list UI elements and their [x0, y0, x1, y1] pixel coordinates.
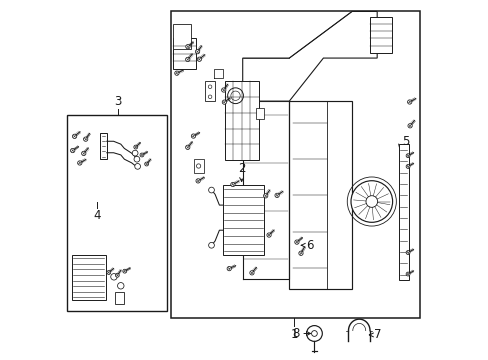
Circle shape [185, 45, 190, 49]
Circle shape [122, 269, 126, 273]
Text: 4: 4 [94, 210, 101, 222]
Circle shape [185, 57, 189, 62]
Circle shape [107, 271, 110, 274]
Bar [172, 39, 196, 69]
Circle shape [365, 196, 377, 207]
Circle shape [196, 179, 200, 183]
Circle shape [117, 283, 124, 289]
Circle shape [83, 137, 88, 141]
Text: 7: 7 [373, 328, 381, 341]
Bar [204, 81, 215, 101]
Circle shape [406, 251, 409, 255]
Bar [398, 144, 408, 280]
Text: 5: 5 [402, 135, 409, 148]
Circle shape [185, 145, 189, 149]
Text: 3: 3 [114, 95, 122, 108]
Circle shape [274, 193, 279, 198]
Circle shape [70, 148, 75, 153]
Circle shape [110, 274, 117, 280]
Bar [255, 108, 264, 119]
Circle shape [140, 153, 143, 157]
Circle shape [134, 145, 138, 149]
Bar [100, 134, 106, 159]
Bar [224, 81, 258, 160]
Circle shape [208, 187, 214, 193]
Circle shape [249, 271, 254, 275]
Bar [171, 12, 419, 318]
Circle shape [81, 151, 86, 156]
Circle shape [311, 330, 317, 336]
Circle shape [350, 181, 392, 222]
Text: 2: 2 [237, 162, 245, 175]
Circle shape [72, 134, 77, 139]
Text: 1: 1 [290, 328, 297, 342]
Bar [193, 159, 203, 173]
Polygon shape [242, 12, 376, 101]
Circle shape [407, 123, 411, 128]
Circle shape [197, 57, 201, 61]
Circle shape [221, 88, 225, 92]
Circle shape [226, 266, 231, 271]
Circle shape [191, 134, 195, 138]
Bar [173, 24, 191, 49]
Circle shape [306, 325, 322, 341]
Bar [72, 255, 105, 300]
Circle shape [298, 251, 303, 256]
Circle shape [174, 71, 179, 75]
Bar [289, 101, 351, 289]
Circle shape [230, 182, 235, 186]
Circle shape [134, 156, 140, 162]
Circle shape [406, 165, 409, 168]
Circle shape [406, 272, 409, 276]
Circle shape [406, 154, 409, 158]
Text: 6: 6 [305, 239, 313, 252]
Bar [223, 185, 264, 255]
Bar [369, 17, 391, 53]
Bar [67, 116, 166, 311]
Circle shape [263, 194, 267, 198]
Circle shape [222, 100, 226, 104]
Circle shape [407, 100, 411, 104]
Text: 8: 8 [292, 327, 299, 340]
Circle shape [135, 163, 140, 169]
Circle shape [115, 273, 119, 277]
Circle shape [78, 161, 82, 165]
Circle shape [144, 162, 148, 166]
Bar [115, 292, 123, 304]
Circle shape [132, 150, 138, 156]
Circle shape [195, 49, 199, 54]
Circle shape [294, 240, 299, 244]
Circle shape [208, 242, 214, 248]
Circle shape [266, 233, 271, 237]
